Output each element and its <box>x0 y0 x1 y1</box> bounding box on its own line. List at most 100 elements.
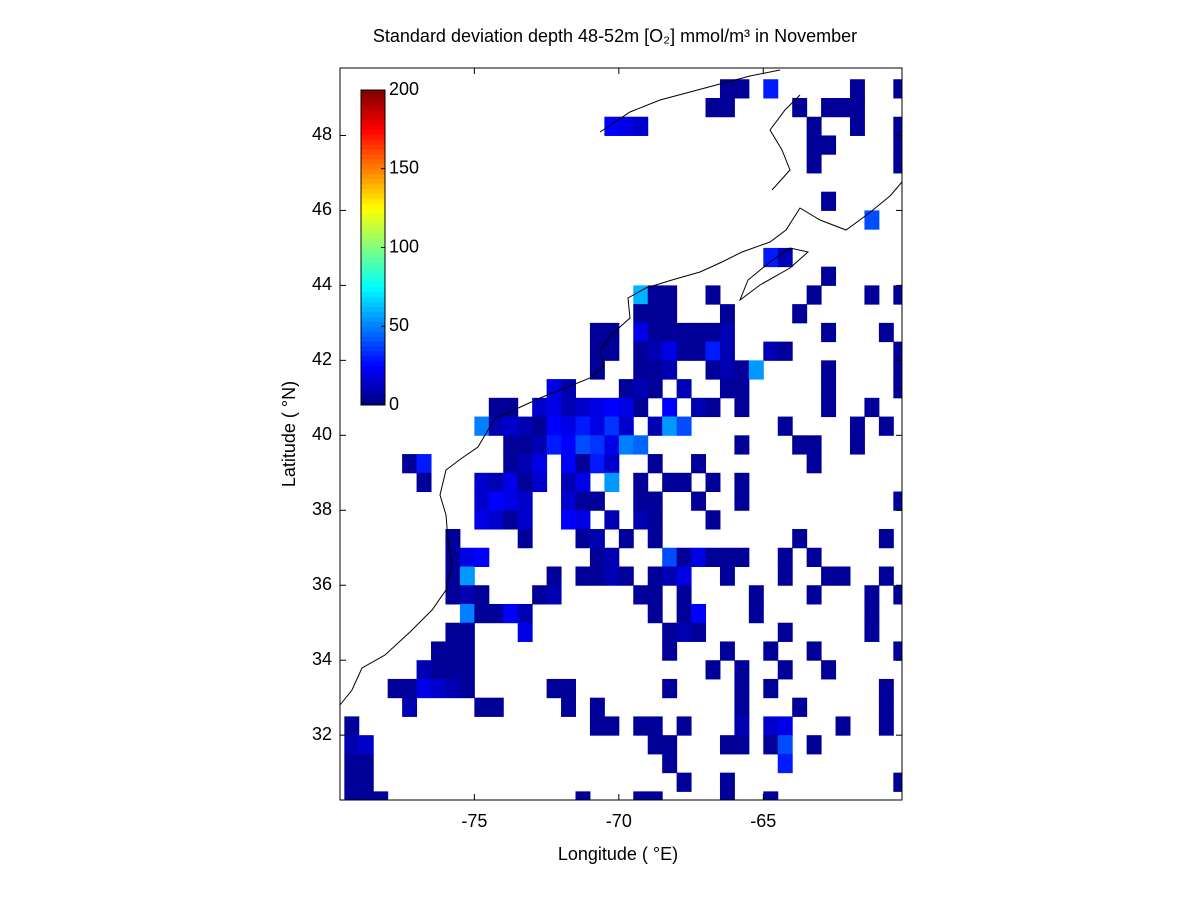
cell <box>647 285 663 305</box>
cell <box>748 603 764 624</box>
cell <box>734 716 750 736</box>
cell <box>893 379 902 399</box>
cell <box>633 585 649 605</box>
coastline <box>340 69 902 706</box>
cell <box>503 397 519 418</box>
cell <box>748 360 764 380</box>
cell <box>604 116 620 136</box>
colorbar-step <box>361 326 385 332</box>
cell <box>719 79 735 99</box>
cell <box>806 585 822 605</box>
cell <box>676 379 692 399</box>
cell <box>676 585 692 605</box>
cell <box>445 678 461 699</box>
cell <box>777 566 793 586</box>
cell <box>676 622 692 642</box>
cell <box>806 135 822 155</box>
cell <box>647 585 663 605</box>
colorbar-step <box>361 158 385 165</box>
colorbar-step <box>361 301 385 308</box>
colorbar-step <box>361 213 385 219</box>
cell <box>777 753 793 774</box>
cell <box>604 341 620 361</box>
cell <box>445 566 461 586</box>
cell <box>647 566 663 586</box>
cell <box>849 79 865 99</box>
cell <box>633 397 649 418</box>
colorbar-step <box>361 232 385 239</box>
cell <box>618 566 634 586</box>
cell <box>459 660 475 680</box>
colorbar-step <box>361 104 385 111</box>
colorbar-step <box>361 390 385 396</box>
cell <box>589 547 605 567</box>
colorbar-step <box>361 217 385 224</box>
cell <box>792 529 808 549</box>
cell <box>488 603 504 624</box>
cell <box>821 566 837 586</box>
cell <box>546 379 562 399</box>
cell <box>604 435 620 455</box>
cell <box>647 360 663 380</box>
cell <box>849 416 865 436</box>
cell <box>864 603 880 624</box>
chart-title: Standard deviation depth 48-52m [O₂] mmo… <box>373 26 857 46</box>
cell <box>647 735 663 755</box>
cell <box>459 585 475 605</box>
cell <box>532 585 548 605</box>
cell <box>705 285 721 305</box>
cell <box>691 454 707 474</box>
cell <box>719 791 735 800</box>
cell <box>849 116 865 136</box>
cell <box>734 491 750 511</box>
cell <box>763 678 779 699</box>
cell <box>532 435 548 455</box>
cell <box>358 791 374 800</box>
y-axis-label: Latitude ( °N) <box>279 381 299 487</box>
cell <box>777 716 793 736</box>
cell <box>806 735 822 755</box>
cell <box>893 491 902 511</box>
cell <box>647 791 663 800</box>
cell <box>503 491 519 511</box>
cell <box>821 135 837 155</box>
cell <box>589 416 605 436</box>
cell <box>358 735 374 755</box>
cell <box>705 547 721 567</box>
cell <box>633 116 649 136</box>
cell <box>517 472 533 493</box>
cell <box>777 341 793 361</box>
cell <box>459 622 475 642</box>
cell <box>431 678 446 699</box>
cell <box>662 641 678 661</box>
colorbar-step <box>361 237 385 244</box>
colorbar-step <box>361 193 385 199</box>
colorbar-step <box>361 247 385 253</box>
colorbar-step <box>361 321 385 327</box>
cell <box>893 341 902 361</box>
cell <box>517 435 533 455</box>
colorbar-step <box>361 109 385 116</box>
colorbar-step <box>361 178 385 185</box>
cell <box>662 753 678 774</box>
colorbar-step <box>361 281 385 288</box>
cell <box>474 547 490 567</box>
colorbar-step <box>361 277 385 283</box>
y-tick-label: 44 <box>312 274 332 294</box>
cell <box>589 322 605 343</box>
colorbar-step <box>361 341 385 347</box>
heatmap-cells <box>344 79 902 800</box>
cell <box>474 416 490 436</box>
cell <box>575 435 591 455</box>
colorbar-step <box>361 267 385 273</box>
colorbar-step <box>361 124 385 130</box>
y-tick-label: 46 <box>312 199 332 219</box>
cell <box>734 79 750 99</box>
plot-frame <box>339 67 903 801</box>
cell <box>878 529 894 549</box>
y-tick-label: 38 <box>312 499 332 519</box>
cell <box>344 716 360 736</box>
colorbar-tick-label: 0 <box>389 394 399 414</box>
cell <box>474 472 490 493</box>
cell <box>517 603 533 624</box>
